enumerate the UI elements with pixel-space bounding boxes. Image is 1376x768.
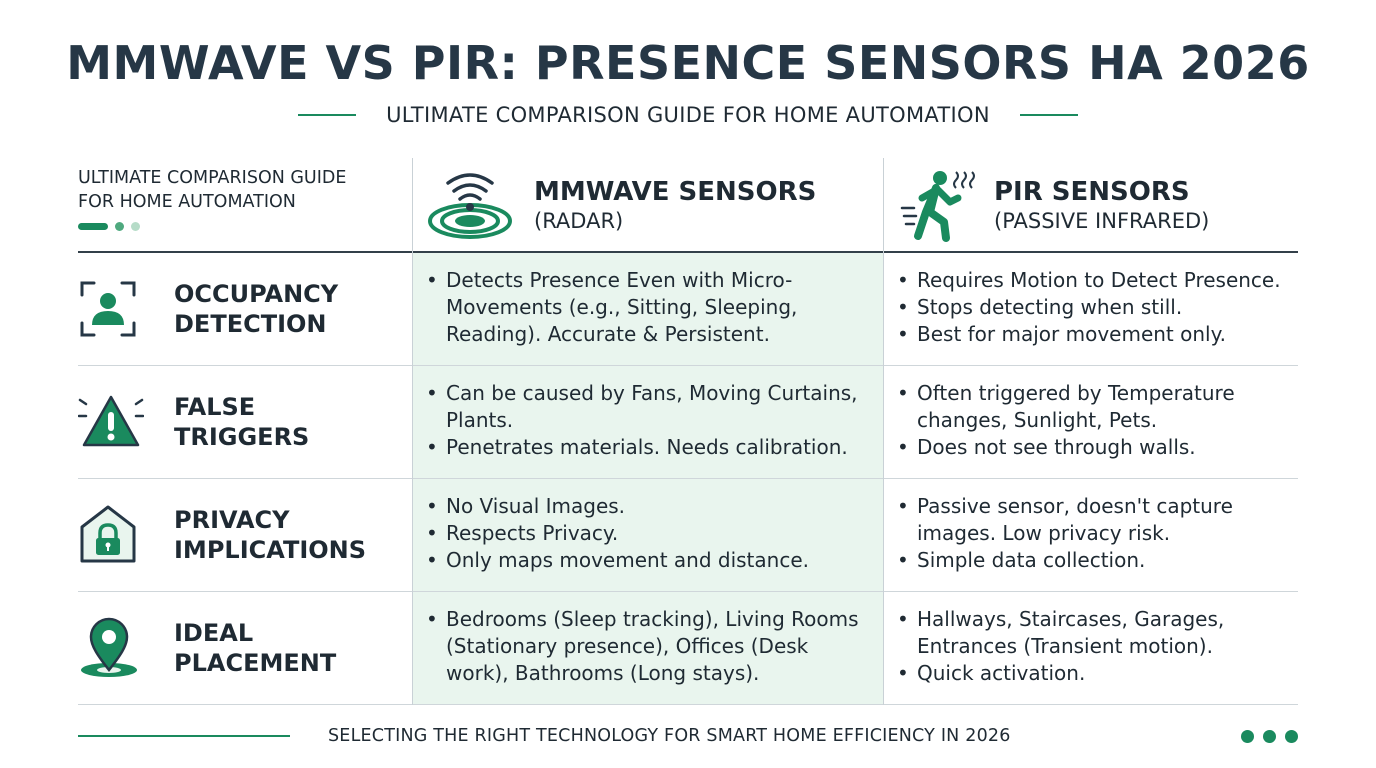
radar-waves-icon: [428, 171, 518, 241]
subtitle-divider-right: [1019, 114, 1078, 116]
list-item: Simple data collection.: [897, 547, 1292, 574]
list-item: Detects Presence Even with Micro-Movemen…: [426, 267, 873, 348]
list-item: Passive sensor, doesn't capture images. …: [897, 493, 1292, 547]
column-divider: [412, 479, 413, 592]
list-item: Stops detecting when still.: [897, 294, 1292, 321]
mmwave-cell: Can be caused by Fans, Moving Curtains, …: [412, 366, 883, 478]
column-divider: [883, 479, 884, 592]
column-divider: [412, 158, 413, 253]
table-row-placement: IDEAL PLACEMENT Bedrooms (Sleep tracking…: [78, 592, 1298, 705]
row-label: IDEAL PLACEMENT: [174, 619, 337, 677]
corner-label: ULTIMATE COMPARISON GUIDE FOR HOME AUTOM…: [78, 168, 347, 212]
column-title-mmwave: MMWAVE SENSORS: [534, 176, 817, 207]
running-person-icon: [898, 170, 982, 242]
list-item: Hallways, Staircases, Garages, Entrances…: [897, 606, 1292, 660]
column-subtitle-pir: (PASSIVE INFRARED): [994, 208, 1210, 233]
occupancy-person-icon: [78, 273, 158, 345]
footer-dot: [1263, 729, 1276, 743]
column-title-pir: PIR SENSORS: [994, 176, 1190, 207]
footer-dot: [1285, 729, 1298, 743]
list-item: Best for major movement only.: [897, 321, 1292, 348]
row-label-cell: PRIVACY IMPLICATIONS: [78, 479, 412, 591]
table-corner: ULTIMATE COMPARISON GUIDE FOR HOME AUTOM…: [78, 166, 408, 231]
corner-dots: [78, 222, 408, 231]
row-label: OCCUPANCY DETECTION: [174, 280, 339, 338]
subtitle-row: ULTIMATE COMPARISON GUIDE FOR HOME AUTOM…: [0, 100, 1376, 130]
pir-cell: Requires Motion to Detect Presence. Stop…: [883, 253, 1298, 365]
list-item: Quick activation.: [897, 660, 1292, 687]
column-subtitle-mmwave: (RADAR): [534, 208, 624, 233]
column-divider: [412, 366, 413, 479]
footer-dot: [1241, 729, 1254, 743]
location-pin-icon: [78, 612, 158, 684]
progress-dot: [115, 222, 124, 231]
footer-text: SELECTING THE RIGHT TECHNOLOGY FOR SMART…: [328, 726, 1011, 746]
row-label-cell: OCCUPANCY DETECTION: [78, 253, 412, 365]
table-row-occupancy: OCCUPANCY DETECTION Detects Presence Eve…: [78, 253, 1298, 366]
row-label-cell: FALSE TRIGGERS: [78, 366, 412, 478]
column-divider: [883, 253, 884, 366]
warning-triangle-icon: [78, 386, 158, 458]
column-divider: [883, 366, 884, 479]
page-title: MMWAVE VS PIR: PRESENCE SENSORS HA 2026: [66, 36, 1310, 90]
mmwave-cell: Detects Presence Even with Micro-Movemen…: [412, 253, 883, 365]
footer: SELECTING THE RIGHT TECHNOLOGY FOR SMART…: [78, 722, 1298, 750]
pir-cell: Often triggered by Temperature changes, …: [883, 366, 1298, 478]
mmwave-cell: No Visual Images. Respects Privacy. Only…: [412, 479, 883, 591]
table-header-row: ULTIMATE COMPARISON GUIDE FOR HOME AUTOM…: [78, 158, 1298, 253]
progress-dot: [131, 222, 140, 231]
progress-pill: [78, 223, 108, 230]
row-label-cell: IDEAL PLACEMENT: [78, 592, 412, 704]
list-item: Can be caused by Fans, Moving Curtains, …: [426, 380, 873, 434]
footer-divider: [78, 735, 290, 737]
mmwave-cell: Bedrooms (Sleep tracking), Living Rooms …: [412, 592, 883, 704]
column-header-mmwave: MMWAVE SENSORS (RADAR): [428, 158, 883, 253]
footer-dots: [1241, 729, 1298, 743]
subtitle-divider-left: [298, 114, 357, 116]
column-divider: [883, 158, 884, 253]
list-item: Does not see through walls.: [897, 434, 1292, 461]
row-label: FALSE TRIGGERS: [174, 393, 310, 451]
list-item: Often triggered by Temperature changes, …: [897, 380, 1292, 434]
column-divider: [412, 592, 413, 705]
list-item: Only maps movement and distance.: [426, 547, 873, 574]
table-row-false-triggers: FALSE TRIGGERS Can be caused by Fans, Mo…: [78, 366, 1298, 479]
pir-cell: Hallways, Staircases, Garages, Entrances…: [883, 592, 1298, 704]
list-item: No Visual Images.: [426, 493, 873, 520]
list-item: Penetrates materials. Needs calibration.: [426, 434, 873, 461]
page-subtitle: ULTIMATE COMPARISON GUIDE FOR HOME AUTOM…: [386, 103, 990, 127]
column-divider: [412, 253, 413, 366]
list-item: Bedrooms (Sleep tracking), Living Rooms …: [426, 606, 873, 687]
table-row-privacy: PRIVACY IMPLICATIONS No Visual Images. R…: [78, 479, 1298, 592]
column-header-pir: PIR SENSORS (PASSIVE INFRARED): [898, 158, 1298, 253]
row-label: PRIVACY IMPLICATIONS: [174, 506, 367, 564]
pir-cell: Passive sensor, doesn't capture images. …: [883, 479, 1298, 591]
comparison-table: ULTIMATE COMPARISON GUIDE FOR HOME AUTOM…: [78, 158, 1298, 705]
list-item: Respects Privacy.: [426, 520, 873, 547]
house-lock-icon: [78, 499, 158, 571]
list-item: Requires Motion to Detect Presence.: [897, 267, 1292, 294]
column-divider: [883, 592, 884, 705]
